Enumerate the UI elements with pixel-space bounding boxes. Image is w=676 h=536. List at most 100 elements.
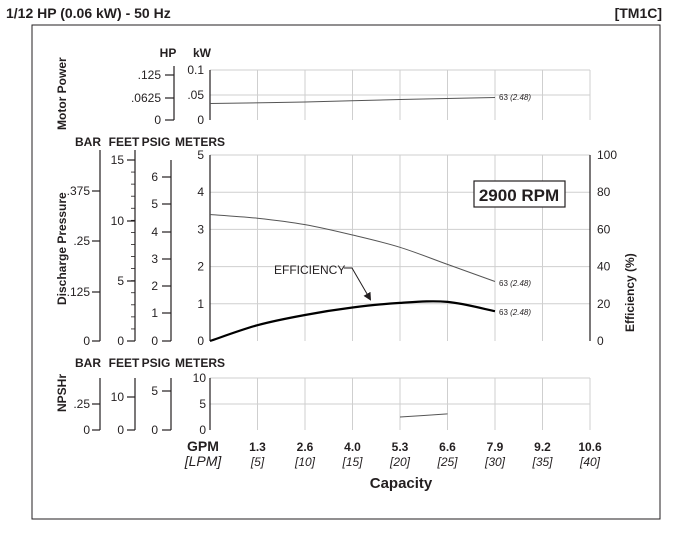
x-tick-gpm: 2.6 [297, 440, 314, 454]
bar-tick-label: .25 [73, 234, 90, 248]
eff-end-label-value: 63 [499, 308, 508, 317]
npshr-unit-feet: FEET [109, 356, 140, 370]
x-tick-lpm: [40] [579, 455, 601, 469]
bar-tick-label: .125 [67, 285, 91, 299]
psig-tick-label: 0 [151, 334, 158, 348]
x-tick-lpm: [5] [250, 455, 265, 469]
chart-code: [TM1C] [614, 5, 662, 21]
x-tick-lpm: [30] [484, 455, 506, 469]
efficiency-tick-label: 80 [597, 185, 611, 199]
efficiency-tick-label: 40 [597, 260, 611, 274]
x-unit-lpm: [LPM] [184, 453, 223, 469]
meters-tick-label: 4 [197, 185, 204, 199]
eff-end-label-note: (2.48) [510, 308, 531, 317]
npshr-curve [399, 413, 448, 418]
psig-tick-label: 6 [151, 170, 158, 184]
npshr-feet-tick-label: 0 [117, 423, 124, 437]
kw-tick-label: 0 [197, 113, 204, 127]
npshr-meters-tick-label: 10 [193, 371, 207, 385]
feet-tick-label: 5 [117, 274, 124, 288]
npshr-bar-tick-label: .25 [73, 397, 90, 411]
meters-tick-label: 1 [197, 297, 204, 311]
x-tick-gpm: 7.9 [487, 440, 504, 454]
power-curve [209, 97, 496, 104]
x-tick-gpm: 9.2 [534, 440, 551, 454]
discharge-unit-meters: METERS [175, 135, 225, 149]
power-end-label: 63 (2.48) [499, 93, 531, 102]
meters-tick-label: 0 [197, 334, 204, 348]
meters-tick-label: 3 [197, 222, 204, 236]
npshr-axis-title: NPSHr [55, 374, 69, 412]
discharge-unit-bar: BAR [75, 135, 101, 149]
feet-tick-label: 0 [117, 334, 124, 348]
hp-tick-label: .125 [138, 68, 162, 82]
npshr-unit-meters: METERS [175, 356, 225, 370]
power-end-label-note: (2.48) [510, 93, 531, 102]
head-end-label-note: (2.48) [510, 279, 531, 288]
efficiency-tick-label: 100 [597, 148, 617, 162]
meters-tick-label: 5 [197, 148, 204, 162]
x-tick-gpm: 6.6 [439, 440, 456, 454]
x-tick-lpm: [10] [294, 455, 316, 469]
psig-tick-label: 2 [151, 279, 158, 293]
x-unit-gpm: GPM [187, 438, 219, 454]
motor-power-ticks: .125 .0625 0 0.1 .05 0 [131, 63, 211, 127]
motor-power-unit-kw: kW [193, 46, 212, 60]
chart-frame [31, 24, 661, 520]
npshr-feet-tick-label: 10 [111, 390, 125, 404]
efficiency-tick-label: 60 [597, 222, 611, 236]
eff-end-label: 63 (2.48) [499, 308, 531, 317]
rpm-box [473, 180, 566, 208]
efficiency-tick-label: 0 [597, 334, 604, 348]
x-tick-gpm: 5.3 [392, 440, 409, 454]
x-axis-ticks: 1.3[5] 2.6[10] 4.0[15] 5.3[20] 6.6[25] 7.9[30… [249, 440, 602, 469]
x-tick-lpm: [25] [436, 455, 458, 469]
x-tick-gpm: 10.6 [578, 440, 602, 454]
discharge-axis-title: Discharge Pressure [55, 192, 69, 305]
hp-tick-label: 0 [154, 113, 161, 127]
npshr-ticks: .25 0 10 0 5 0 10 5 0 [73, 371, 211, 437]
bar-tick-label: 0 [83, 334, 90, 348]
feet-tick-label: 10 [111, 214, 125, 228]
discharge-unit-feet: FEET [109, 135, 140, 149]
bar-tick-label: .375 [67, 184, 91, 198]
x-tick-lpm: [15] [341, 455, 363, 469]
efficiency-ticks: 100 80 60 40 20 0 [597, 148, 617, 348]
psig-tick-label: 3 [151, 252, 158, 266]
npshr-bar-tick-label: 0 [83, 423, 90, 437]
npshr-unit-bar: BAR [75, 356, 101, 370]
npshr-psig-tick-label: 5 [151, 384, 158, 398]
efficiency-arrow [344, 267, 372, 301]
x-axis-label: Capacity [370, 475, 433, 492]
efficiency-axis-title: Efficiency (%) [623, 253, 637, 332]
feet-tick-label: 15 [111, 153, 125, 167]
motor-power-unit-hp: HP [160, 46, 177, 60]
psig-tick-label: 5 [151, 197, 158, 211]
power-end-label-value: 63 [499, 93, 508, 102]
psig-tick-label: 1 [151, 306, 158, 320]
efficiency-label: EFFICIENCY [274, 263, 345, 277]
head-curve [209, 214, 496, 282]
npshr-meters-tick-label: 5 [199, 397, 206, 411]
x-tick-lpm: [20] [389, 455, 411, 469]
rpm-label: 2900 RPM [479, 186, 559, 205]
discharge-unit-psig: PSIG [142, 135, 171, 149]
efficiency-curve [209, 300, 496, 343]
npshr-meters-tick-label: 0 [199, 423, 206, 437]
psig-tick-label: 4 [151, 225, 158, 239]
npshr-psig-tick-label: 0 [151, 423, 158, 437]
npshr-unit-psig: PSIG [142, 356, 171, 370]
x-tick-lpm: [35] [531, 455, 553, 469]
efficiency-tick-label: 20 [597, 297, 611, 311]
meters-tick-label: 2 [197, 260, 204, 274]
head-end-label-value: 63 [499, 279, 508, 288]
x-tick-gpm: 1.3 [249, 440, 266, 454]
kw-tick-label: .05 [187, 88, 204, 102]
motor-power-axis-title: Motor Power [55, 57, 69, 130]
kw-tick-label: 0.1 [187, 63, 204, 77]
chart-title: 1/12 HP (0.06 kW) - 50 Hz [6, 5, 171, 21]
hp-tick-label: .0625 [131, 91, 161, 105]
head-end-label: 63 (2.48) [499, 279, 531, 288]
